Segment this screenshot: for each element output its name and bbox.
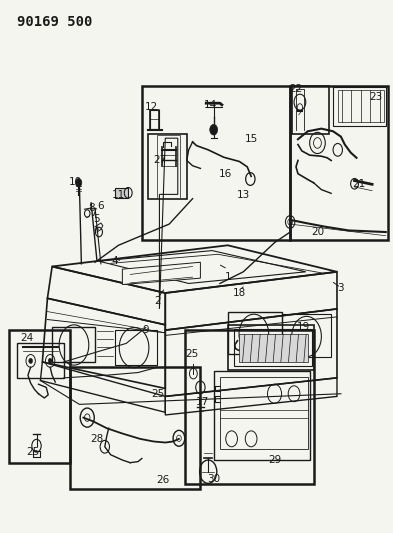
Bar — [52, 327, 95, 362]
Bar — [214, 372, 310, 460]
Text: 9: 9 — [142, 325, 149, 335]
Text: 19: 19 — [297, 322, 310, 333]
Bar — [338, 91, 384, 122]
Bar — [148, 134, 187, 199]
Text: 90169 500: 90169 500 — [17, 14, 92, 29]
Text: 29: 29 — [268, 455, 281, 465]
Text: 7: 7 — [90, 208, 96, 219]
Text: 24: 24 — [20, 333, 33, 343]
Bar — [142, 86, 290, 240]
Text: 4: 4 — [111, 256, 118, 266]
Bar — [70, 367, 200, 489]
Circle shape — [29, 358, 33, 364]
Text: 25: 25 — [26, 447, 39, 457]
Bar — [239, 334, 308, 362]
Bar — [17, 343, 64, 378]
Text: 22: 22 — [289, 84, 303, 94]
Text: 6: 6 — [97, 200, 104, 211]
Bar — [228, 312, 282, 354]
Text: 25: 25 — [185, 349, 198, 359]
Bar — [290, 86, 388, 240]
Bar — [233, 329, 312, 366]
Text: 5: 5 — [94, 214, 100, 224]
Text: 15: 15 — [244, 134, 258, 144]
Text: 14: 14 — [204, 100, 217, 110]
Text: 8: 8 — [88, 203, 94, 213]
Bar — [228, 325, 314, 370]
Text: 16: 16 — [219, 169, 232, 179]
Bar — [185, 330, 314, 484]
Bar — [292, 86, 329, 134]
Text: 27: 27 — [153, 156, 166, 165]
Bar — [333, 87, 386, 126]
Text: 12: 12 — [145, 102, 158, 112]
Bar — [220, 377, 308, 449]
Bar — [9, 330, 70, 463]
Text: 13: 13 — [237, 190, 250, 200]
Text: 3: 3 — [338, 282, 344, 293]
Text: 20: 20 — [311, 227, 324, 237]
Text: 17: 17 — [196, 397, 209, 407]
Text: 2: 2 — [154, 296, 161, 306]
Text: 10: 10 — [69, 176, 82, 187]
Bar — [282, 314, 331, 357]
Bar — [114, 330, 158, 365]
Text: 18: 18 — [233, 288, 246, 298]
Text: 11: 11 — [112, 190, 125, 200]
Polygon shape — [122, 262, 200, 285]
Text: 26: 26 — [157, 475, 170, 484]
Polygon shape — [114, 188, 128, 198]
Circle shape — [210, 124, 218, 135]
Circle shape — [75, 179, 82, 187]
Text: 25: 25 — [151, 389, 164, 399]
Text: 1: 1 — [224, 272, 231, 282]
Text: 30: 30 — [208, 474, 220, 483]
Text: 28: 28 — [90, 434, 104, 444]
Circle shape — [48, 358, 52, 364]
Text: 23: 23 — [369, 92, 383, 102]
Text: 21: 21 — [352, 179, 365, 189]
